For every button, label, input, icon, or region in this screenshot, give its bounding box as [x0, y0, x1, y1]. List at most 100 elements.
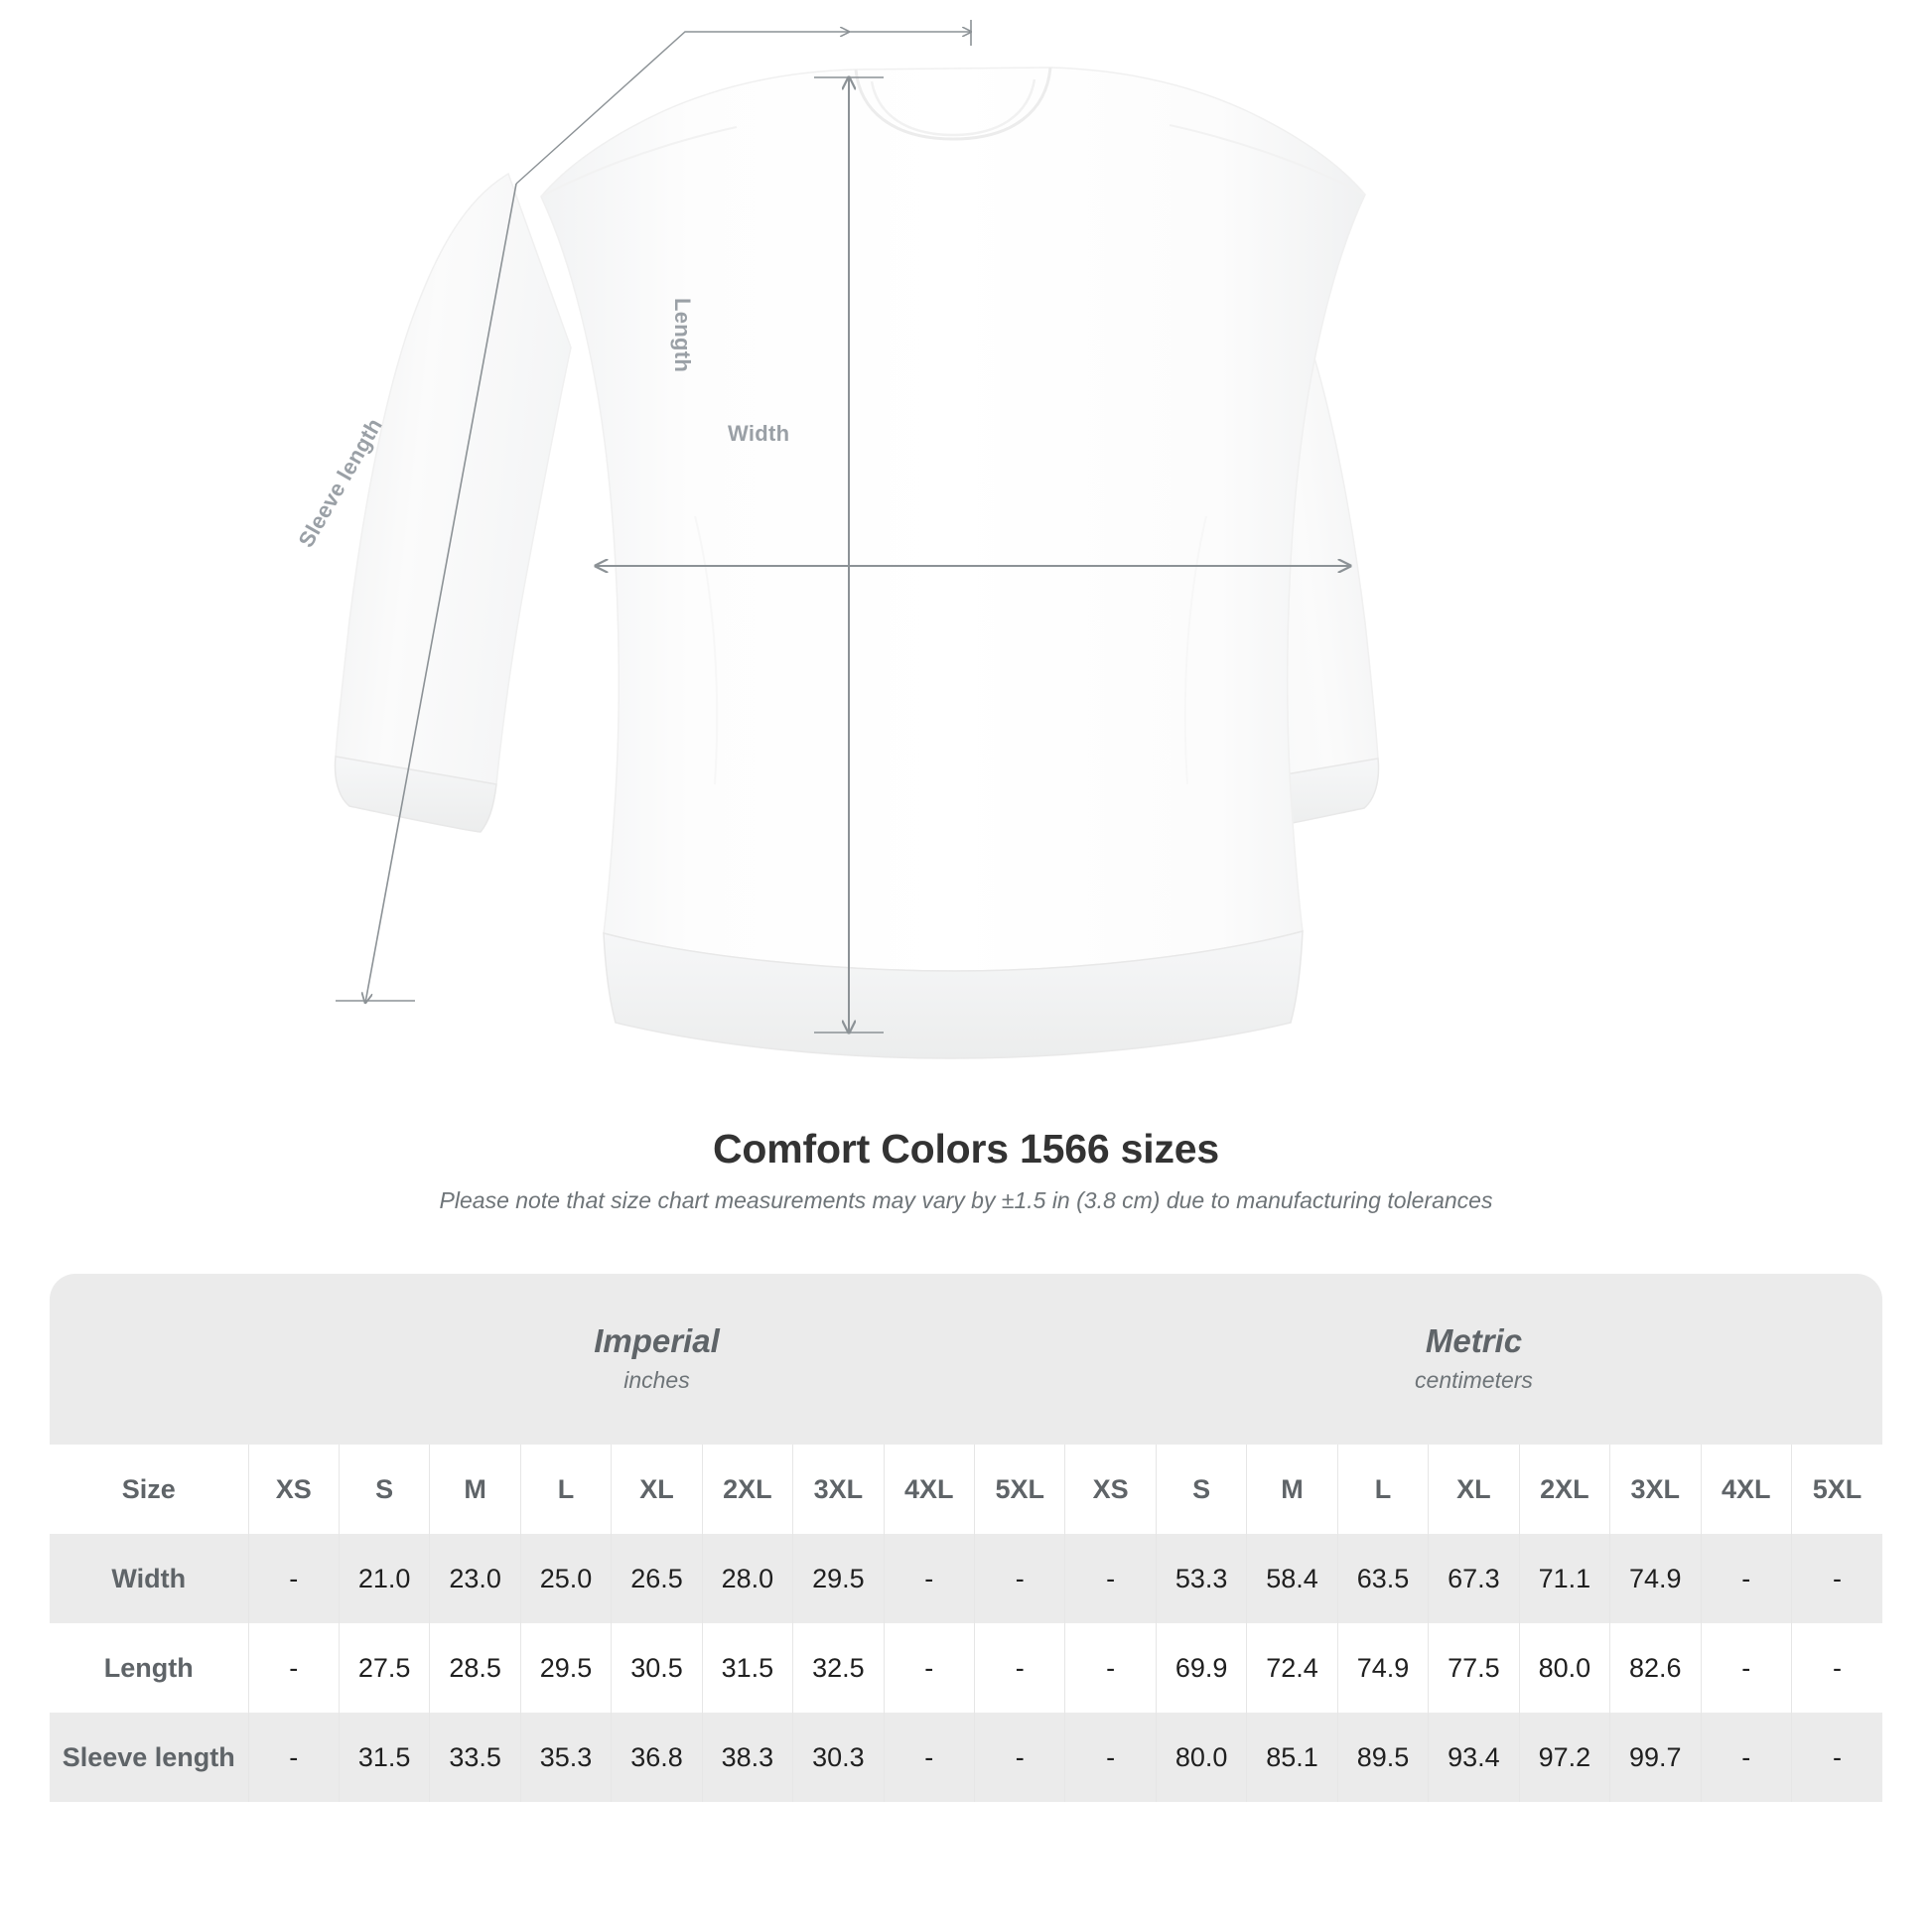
- measurement-cell: -: [1791, 1713, 1882, 1802]
- measurement-cell: -: [1791, 1623, 1882, 1713]
- measurement-cell: 58.4: [1246, 1534, 1338, 1623]
- size-header-cell: XL: [1428, 1445, 1520, 1534]
- size-header-cell: S: [1156, 1445, 1248, 1534]
- measurement-cell: 38.3: [702, 1713, 794, 1802]
- size-header-cell: 5XL: [1791, 1445, 1882, 1534]
- size-header-cell: M: [1246, 1445, 1338, 1534]
- measurement-cell: 67.3: [1428, 1534, 1520, 1623]
- measurement-cell: 30.5: [611, 1623, 703, 1713]
- measurement-cell: 85.1: [1246, 1713, 1338, 1802]
- left-cuff: [334, 756, 497, 833]
- measurement-cell: 29.5: [792, 1534, 885, 1623]
- table-row: Length -27.5 28.5 29.5 30.5 31.5 32.5- - -69.9 72…: [50, 1623, 1882, 1713]
- shoulder-leader-line: [515, 32, 849, 185]
- size-header-cell: 2XL: [1519, 1445, 1611, 1534]
- size-header-cell: 2XL: [702, 1445, 794, 1534]
- sweatshirt-illustration: [334, 67, 1380, 1059]
- measurement-cell: 99.7: [1609, 1713, 1702, 1802]
- measurement-cell: 26.5: [611, 1534, 703, 1623]
- measurement-cell: -: [974, 1713, 1066, 1802]
- garment-diagram: Width Length Sleeve length: [293, 20, 1380, 1059]
- measurement-cell: 69.9: [1156, 1623, 1248, 1713]
- size-header-row: Size XS S M L XL 2XL 3XL 4XL 5XL XS S M L XL 2XL 3XL 4XL 5…: [50, 1445, 1882, 1534]
- measurement-cell: 53.3: [1156, 1534, 1248, 1623]
- measurement-cell: 74.9: [1609, 1534, 1702, 1623]
- size-table-container: Imperial inches Metric centimeters Size X…: [50, 1274, 1882, 1802]
- measurement-cell: -: [974, 1534, 1066, 1623]
- measurement-cell: 80.0: [1156, 1713, 1248, 1802]
- size-header-cell: XL: [611, 1445, 703, 1534]
- measurement-cell: 28.0: [702, 1534, 794, 1623]
- left-sleeve: [335, 172, 572, 785]
- measurement-cell: -: [1791, 1534, 1882, 1623]
- unit-header-imperial: Imperial inches: [248, 1274, 1065, 1445]
- table-row: Width -21.0 23.0 25.0 26.5 28.0 29.5- - -53.3 58.…: [50, 1534, 1882, 1623]
- size-table: Imperial inches Metric centimeters Size X…: [50, 1274, 1882, 1802]
- measurement-cell: 29.5: [520, 1623, 613, 1713]
- collar-inner: [870, 78, 1036, 137]
- size-header-cell: 4XL: [884, 1445, 976, 1534]
- measurement-cell: -: [1701, 1623, 1792, 1713]
- imperial-sub: inches: [623, 1367, 690, 1394]
- measurement-cell: -: [974, 1623, 1066, 1713]
- measurement-label: Sleeve length: [50, 1713, 249, 1802]
- right-shoulder-seam: [1169, 124, 1366, 196]
- metric-name: Metric: [1425, 1322, 1523, 1360]
- measurement-cell: -: [884, 1623, 976, 1713]
- measurement-cell: 71.1: [1519, 1534, 1611, 1623]
- measurement-cell: -: [248, 1623, 340, 1713]
- size-header-cell: L: [520, 1445, 613, 1534]
- fold-right: [1183, 515, 1207, 785]
- measurement-cell: 93.4: [1428, 1713, 1520, 1802]
- sweatshirt-body: [540, 67, 1366, 972]
- measurement-cell: 97.2: [1519, 1713, 1611, 1802]
- measurement-cell: 31.5: [702, 1623, 794, 1713]
- metric-sub: centimeters: [1415, 1367, 1533, 1394]
- measurement-cell: -: [884, 1713, 976, 1802]
- measurement-cell: 35.3: [520, 1713, 613, 1802]
- measurement-cell: -: [248, 1534, 340, 1623]
- measurement-cell: 89.5: [1337, 1713, 1430, 1802]
- measurement-cell: 21.0: [339, 1534, 431, 1623]
- imperial-name: Imperial: [594, 1322, 720, 1360]
- measurement-cell: 25.0: [520, 1534, 613, 1623]
- waistband: [603, 930, 1304, 1059]
- unit-header-spacer: [50, 1274, 248, 1445]
- measurement-cell: -: [248, 1713, 340, 1802]
- width-dimension-label: Width: [728, 421, 790, 446]
- collar-outer: [854, 67, 1052, 141]
- size-header-cell: L: [1337, 1445, 1430, 1534]
- measurement-cell: -: [1064, 1534, 1157, 1623]
- measurement-cell: -: [884, 1534, 976, 1623]
- measurement-cell: -: [1064, 1713, 1157, 1802]
- size-header-cell: 3XL: [792, 1445, 885, 1534]
- sleeve-length-arrow: [365, 183, 517, 1003]
- title-block: Comfort Colors 1566 sizes Please note th…: [0, 1126, 1932, 1215]
- measurement-cell: -: [1701, 1534, 1792, 1623]
- size-header-cell: 5XL: [974, 1445, 1066, 1534]
- measurement-cell: -: [1701, 1713, 1792, 1802]
- measurement-cell: 27.5: [339, 1623, 431, 1713]
- measurement-cell: 72.4: [1246, 1623, 1338, 1713]
- size-header-cell: XS: [248, 1445, 340, 1534]
- measurement-cell: 32.5: [792, 1623, 885, 1713]
- measurement-cell: 63.5: [1337, 1534, 1430, 1623]
- size-header-cell: 3XL: [1609, 1445, 1702, 1534]
- table-row: Sleeve length -31.5 33.5 35.3 36.8 38.3 30.3- -…: [50, 1713, 1882, 1802]
- fold-left: [694, 515, 719, 785]
- size-header-cell: XS: [1064, 1445, 1157, 1534]
- size-header-label: Size: [50, 1445, 249, 1534]
- length-dimension-label: Length: [670, 298, 695, 373]
- size-header-cell: M: [429, 1445, 521, 1534]
- measurement-cell: 82.6: [1609, 1623, 1702, 1713]
- measurement-cell: 77.5: [1428, 1623, 1520, 1713]
- measurement-cell: 74.9: [1337, 1623, 1430, 1713]
- measurement-cell: 31.5: [339, 1713, 431, 1802]
- measurement-cell: 36.8: [611, 1713, 703, 1802]
- measurement-cell: 30.3: [792, 1713, 885, 1802]
- measurement-cell: 23.0: [429, 1534, 521, 1623]
- measurement-cell: 80.0: [1519, 1623, 1611, 1713]
- left-shoulder-seam: [540, 126, 738, 198]
- garment-diagram-svg: [334, 20, 1380, 1059]
